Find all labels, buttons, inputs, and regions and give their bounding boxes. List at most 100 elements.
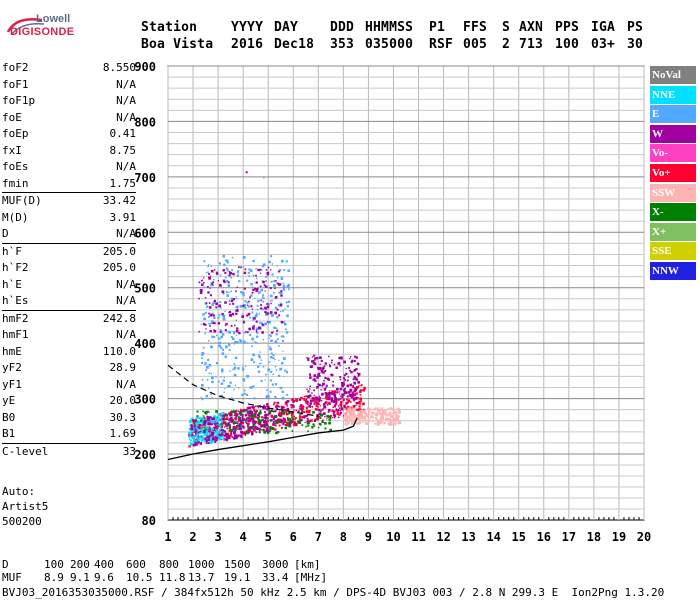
echo-point bbox=[231, 337, 235, 341]
x-tick-label: 1 bbox=[164, 530, 171, 544]
echo-point bbox=[321, 419, 324, 422]
echo-point bbox=[345, 372, 348, 375]
echo-point bbox=[199, 291, 203, 294]
echo-point bbox=[262, 300, 265, 303]
echo-point bbox=[375, 418, 378, 421]
echo-point bbox=[395, 413, 397, 416]
echo-point bbox=[388, 423, 392, 426]
polarization-legend: NoVal NNE E W Vo- Vo+ SSW X- X+ SSE NNW bbox=[650, 66, 696, 282]
echo-point bbox=[284, 308, 286, 310]
echo-point bbox=[275, 414, 277, 417]
echo-point bbox=[370, 412, 373, 415]
header-label: IGA bbox=[591, 20, 616, 35]
param-separator bbox=[2, 242, 136, 244]
echo-point bbox=[323, 371, 325, 374]
echo-point bbox=[300, 396, 303, 400]
echo-point bbox=[195, 430, 197, 432]
echo-point bbox=[348, 414, 351, 417]
echo-point bbox=[271, 383, 275, 386]
echo-point bbox=[190, 439, 193, 442]
echo-point bbox=[326, 395, 329, 398]
echo-point bbox=[209, 287, 211, 289]
echo-point bbox=[201, 436, 204, 439]
echo-point bbox=[242, 431, 246, 435]
echo-point bbox=[254, 430, 256, 432]
echo-point bbox=[228, 330, 231, 334]
header-value: RSF bbox=[429, 37, 454, 52]
echo-point bbox=[320, 384, 322, 386]
echo-point bbox=[221, 432, 224, 435]
echo-point bbox=[204, 332, 207, 335]
echo-point bbox=[210, 423, 213, 426]
echo-point bbox=[261, 429, 263, 431]
echo-point bbox=[287, 408, 289, 411]
echo-point bbox=[352, 412, 355, 414]
echo-point bbox=[334, 399, 337, 402]
echo-point bbox=[272, 410, 275, 413]
echo-point bbox=[272, 403, 275, 406]
echo-point bbox=[264, 306, 267, 310]
echo-point bbox=[290, 414, 293, 417]
echo-point bbox=[283, 336, 285, 338]
echo-point bbox=[217, 316, 220, 319]
echo-point bbox=[268, 394, 270, 396]
echo-point bbox=[380, 412, 382, 415]
echo-point bbox=[312, 411, 315, 414]
param-row: C-level 33 bbox=[2, 444, 136, 461]
echo-point bbox=[361, 417, 364, 420]
echo-point bbox=[203, 433, 206, 437]
echo-point bbox=[243, 331, 246, 334]
echo-point bbox=[246, 393, 249, 396]
echo-point bbox=[262, 263, 266, 267]
row-value: [MHz] bbox=[294, 571, 328, 584]
echo-point bbox=[313, 402, 316, 404]
echo-point bbox=[356, 396, 359, 400]
echo-point bbox=[396, 414, 399, 417]
echo-point bbox=[229, 370, 231, 372]
echo-point bbox=[233, 388, 235, 391]
echo-point bbox=[298, 398, 301, 401]
echo-point bbox=[288, 424, 291, 428]
echo-point bbox=[316, 356, 319, 360]
echo-point bbox=[317, 418, 320, 421]
echo-point bbox=[317, 399, 320, 403]
echo-point bbox=[354, 416, 356, 419]
echo-point bbox=[260, 299, 263, 302]
echo-point bbox=[279, 418, 283, 422]
echo-point bbox=[258, 326, 261, 330]
echo-point bbox=[234, 434, 237, 438]
echo-point bbox=[285, 260, 288, 263]
echo-point bbox=[282, 288, 286, 291]
echo-point bbox=[318, 403, 320, 405]
echo-point bbox=[214, 416, 218, 420]
echo-point bbox=[233, 366, 236, 369]
param-row: yF2 28.9 bbox=[2, 360, 136, 377]
echo-point bbox=[242, 321, 245, 324]
echo-points bbox=[188, 171, 402, 448]
echo-point bbox=[275, 407, 279, 411]
echo-point bbox=[200, 417, 203, 420]
echo-point bbox=[230, 272, 233, 275]
echo-point bbox=[397, 421, 401, 425]
echo-point bbox=[205, 429, 208, 432]
echo-point bbox=[330, 401, 332, 403]
header-label: YYYY bbox=[231, 20, 264, 35]
echo-point bbox=[198, 330, 200, 333]
echo-point bbox=[269, 419, 271, 421]
echo-point bbox=[233, 436, 236, 439]
echo-point bbox=[276, 316, 279, 319]
echo-point bbox=[246, 429, 249, 432]
echo-point bbox=[191, 431, 194, 434]
echo-point bbox=[387, 413, 390, 416]
y-tick-label: 500 bbox=[134, 282, 156, 296]
echo-point bbox=[349, 407, 352, 410]
echo-point bbox=[254, 297, 256, 300]
param-name: foF1p bbox=[2, 94, 36, 107]
echo-point bbox=[260, 359, 262, 361]
echo-point bbox=[280, 259, 284, 263]
echo-point bbox=[194, 439, 198, 442]
echo-point bbox=[236, 286, 239, 288]
echo-point bbox=[266, 427, 269, 430]
echo-point bbox=[259, 307, 262, 310]
echo-point bbox=[275, 369, 278, 371]
